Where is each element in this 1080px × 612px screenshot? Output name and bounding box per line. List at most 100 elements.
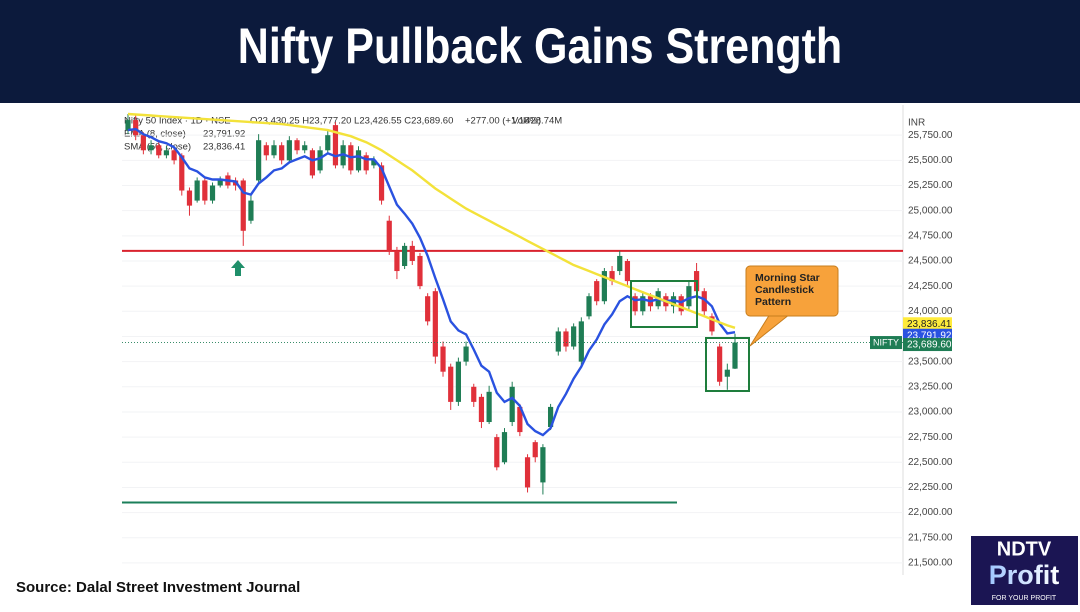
y-tick-label: 24,250.00 — [908, 281, 953, 292]
candle-body — [194, 180, 200, 201]
candle-body — [294, 140, 300, 151]
candle-body — [524, 457, 531, 488]
y-tick-label: 22,500.00 — [908, 457, 953, 468]
candle-body — [140, 135, 146, 151]
callout-pointer — [749, 313, 792, 347]
candle-body — [440, 346, 446, 372]
candle-body — [263, 145, 269, 156]
legend-ohlc: O23,430.25 H23,777.20 L23,426.55 C23,689… — [250, 116, 453, 127]
candle-body — [686, 286, 692, 307]
price-tag — [903, 338, 952, 352]
candle-body — [547, 406, 554, 428]
candle-body — [555, 331, 561, 352]
candle-body — [148, 145, 154, 151]
candle-body — [640, 296, 646, 312]
candle-body — [709, 316, 715, 332]
logo-brand: NDTV — [997, 538, 1052, 560]
price-tag-name: NIFTY — [873, 337, 899, 347]
candle-body — [517, 406, 523, 433]
y-tick-label: 24,750.00 — [908, 230, 953, 241]
price-tag-label: 23,689.60 — [907, 340, 952, 351]
candle-body — [455, 361, 461, 402]
plot: 21,500.00 21,750.00 22,000.00 22,250.00 22,5… — [122, 112, 953, 569]
y-tick-label: 21,750.00 — [908, 532, 953, 543]
y-tick-label: 22,750.00 — [908, 432, 953, 443]
logo-product: Profit — [989, 560, 1060, 590]
candle-body — [724, 369, 730, 377]
candle-body — [448, 366, 454, 402]
y-tick-label: 25,500.00 — [908, 155, 953, 166]
candle-body — [386, 220, 392, 251]
candle-body — [478, 396, 485, 423]
candle-body — [202, 180, 208, 201]
candle-body — [186, 190, 193, 206]
legend-volume: Vol428.74M — [512, 116, 562, 127]
candle-body — [179, 155, 185, 191]
price-tag-label: 23,791.92 — [907, 330, 952, 341]
callout-text: Pattern — [755, 296, 791, 308]
y-tick-label: 23,000.00 — [908, 407, 953, 418]
indicator-line — [127, 127, 736, 437]
candle-body — [425, 296, 431, 322]
logo: NDTV Profit FOR YOUR PROFIT — [971, 536, 1078, 605]
y-tick-label: 23,250.00 — [908, 381, 953, 392]
y-tick-label: 23,500.00 — [908, 356, 953, 367]
candle-body — [217, 180, 223, 186]
y-tick-label: 24,500.00 — [908, 256, 953, 267]
candle-body — [563, 331, 569, 347]
candle-body — [632, 296, 638, 312]
candle-body — [486, 391, 492, 423]
candle-body — [509, 386, 515, 423]
callout-text: Morning Star — [755, 272, 820, 284]
candle-body — [125, 120, 131, 131]
header — [0, 0, 1080, 103]
candle-body — [271, 145, 277, 156]
candle-body — [409, 245, 415, 261]
candle-body — [609, 271, 615, 282]
candle-body — [363, 155, 369, 171]
candle-body — [248, 200, 254, 221]
candle-body — [471, 386, 477, 402]
title: Nifty Pullback Gains Strength — [238, 18, 842, 74]
candle-body — [701, 291, 707, 312]
legend-change: +277.00 (+1.18%) — [465, 116, 541, 127]
candle-body — [302, 145, 308, 151]
logo-tagline: FOR YOUR PROFIT — [992, 595, 1057, 602]
candle-body — [256, 140, 262, 181]
candle-body — [171, 150, 177, 161]
price-tag — [903, 317, 952, 331]
y-tick-label: 22,250.00 — [908, 482, 953, 493]
candle-body — [371, 160, 377, 166]
candle-body — [378, 165, 385, 201]
candle-body — [540, 447, 546, 483]
candle-body — [624, 260, 631, 282]
callout-text: Candlestick — [755, 284, 814, 296]
logo-bg — [971, 536, 1078, 605]
price-tag-name-bg — [870, 336, 902, 350]
consolidation-box — [630, 280, 698, 328]
candle-body — [617, 255, 623, 272]
legend-ema: EMA (8, close) — [124, 129, 186, 140]
y-tick-label: 22,000.00 — [908, 507, 953, 518]
currency: INR — [908, 118, 925, 129]
y-tick-label: 21,500.00 — [908, 558, 953, 569]
callout — [745, 265, 839, 317]
y-tick-label: 25,000.00 — [908, 205, 953, 216]
candle-body — [578, 321, 584, 362]
candle-body — [317, 150, 323, 171]
candle-body — [601, 271, 607, 302]
candle-body — [463, 346, 469, 362]
candle-body — [133, 120, 139, 136]
candle-body — [417, 255, 423, 287]
candle-body — [571, 326, 577, 347]
legend-symbol: Nifty 50 Index · 1D · NSE — [124, 116, 231, 127]
candle-body — [402, 245, 408, 267]
candle-body — [586, 296, 592, 317]
y-tick-label: 25,750.00 — [908, 130, 953, 141]
candle-body — [355, 150, 362, 171]
y-tick-label: 25,250.00 — [908, 180, 953, 191]
candle-body — [732, 342, 738, 369]
price-tag-label: 23,836.41 — [907, 319, 952, 330]
legend-ema-value: 23,791.92 — [203, 129, 245, 140]
